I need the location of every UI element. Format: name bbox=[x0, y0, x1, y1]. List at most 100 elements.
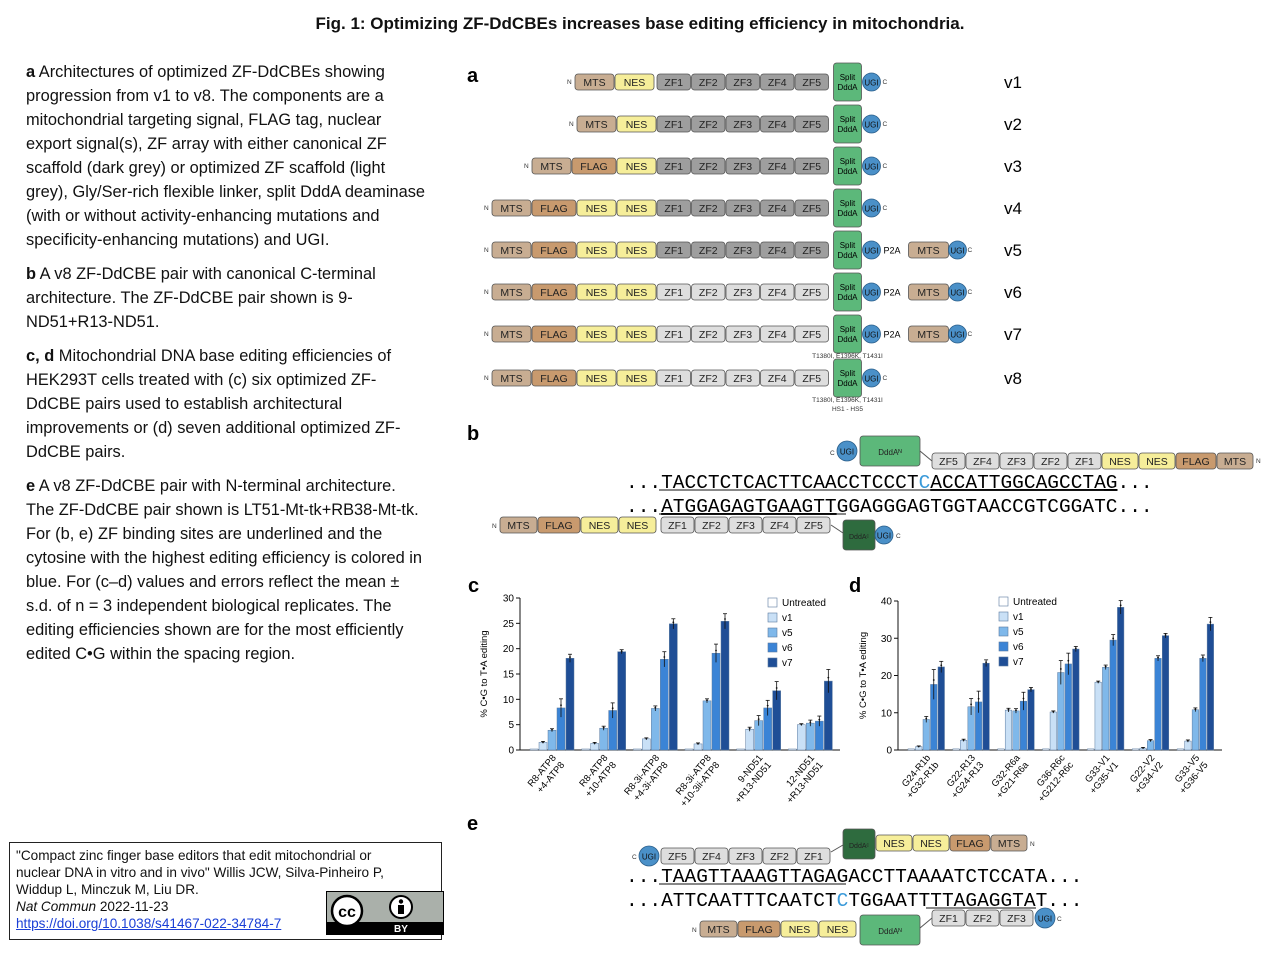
dna-strand-bottom-b: ...ATGGAGAGTGAAGTTGGAGGGAGTGGTAACCGTCGGA… bbox=[626, 496, 1153, 518]
ugi-e-bottom bbox=[1034, 907, 1056, 929]
legend-e: e A v8 ZF-DdCBE pair with N-terminal arc… bbox=[26, 474, 426, 666]
n-terminus-v7: N bbox=[484, 331, 489, 338]
zf-1-v4 bbox=[656, 199, 691, 217]
legend-e-text: A v8 ZF-DdCBE pair with N-terminal archi… bbox=[26, 477, 423, 663]
zf-4-v8 bbox=[760, 369, 795, 387]
part-mts-v6 bbox=[491, 283, 532, 301]
replicate-point bbox=[1164, 634, 1167, 636]
bar-c-2-3 bbox=[660, 659, 669, 751]
legend-label-c-3: v6 bbox=[782, 643, 793, 654]
version-label-v8: v8 bbox=[1004, 369, 1022, 388]
zf-1-v5 bbox=[656, 241, 691, 259]
zf-4-v1-label: ZF4 bbox=[768, 77, 787, 89]
n-terminus-b-bottom: N bbox=[492, 523, 497, 530]
bar-c-1-4 bbox=[617, 651, 626, 751]
part-mts-v2 bbox=[576, 115, 617, 133]
legend-cd: c, d Mitochondrial DNA base editing effi… bbox=[26, 344, 426, 464]
replicate-point bbox=[748, 727, 751, 730]
legend-label-d-3: v6 bbox=[1013, 642, 1024, 653]
bar-d-4-1 bbox=[1094, 681, 1102, 751]
replicate-point bbox=[940, 664, 943, 667]
ugi-b-top-label: UGI bbox=[840, 448, 854, 457]
bar-c-3-3 bbox=[711, 652, 721, 751]
zf-b-bottom-ZF4-label: ZF4 bbox=[770, 520, 789, 532]
c-terminus-v1: C bbox=[883, 79, 888, 86]
y-tick-label: 10 bbox=[881, 708, 893, 719]
replicate-point bbox=[757, 718, 760, 720]
part-b-top-2 bbox=[1175, 452, 1217, 470]
tail-ugi-v7-label: UGI bbox=[950, 331, 964, 340]
zf-e-bottom-ZF3-label: ZF3 bbox=[1007, 913, 1026, 925]
replicate-point bbox=[775, 687, 778, 689]
replicate-point bbox=[715, 649, 717, 652]
replicate-point bbox=[932, 679, 935, 681]
bar-d-6-1 bbox=[1184, 740, 1192, 751]
part-b-top-0 bbox=[1101, 452, 1139, 470]
ugi-b-bottom-label: UGI bbox=[877, 532, 891, 541]
c-terminus-e-bottom: C bbox=[1057, 916, 1062, 923]
replicate-point bbox=[706, 699, 708, 702]
dna-strand-top-e: ...TAAGTTAAAGTTAGAGACCTTAAAATCTCCATA... bbox=[626, 866, 1082, 888]
zf-e-top-ZF4-label: ZF4 bbox=[702, 851, 721, 863]
part-e-bottom-2-label: NES bbox=[789, 924, 811, 936]
split-ddda-label-1-v7: Split bbox=[840, 325, 856, 334]
bar-d-0-0 bbox=[907, 748, 915, 751]
chart-c: 0 5 10 15 20 25 30 % C•G to T•A editing R8-ATP8+… bbox=[479, 594, 840, 809]
legend-b: b A v8 ZF-DdCBE pair with canonical C-te… bbox=[26, 262, 426, 334]
citation-date: 2022-11-23 bbox=[96, 899, 169, 914]
ugi-v2 bbox=[862, 114, 881, 134]
legend-swatch-c-3 bbox=[767, 642, 778, 653]
zf-5-v5-label: ZF5 bbox=[802, 245, 821, 257]
tail-ugi-v6-label: UGI bbox=[950, 289, 964, 298]
y-tick-label: 15 bbox=[503, 670, 515, 681]
tail-ugi-v5 bbox=[948, 240, 967, 260]
tail-mts-v6-label: MTS bbox=[917, 287, 939, 299]
replicate-point bbox=[1022, 697, 1025, 700]
replicate-point bbox=[1059, 668, 1062, 670]
bar-d-4-4 bbox=[1117, 607, 1125, 751]
citation-doi-link[interactable]: https://doi.org/10.1038/s41467-022-34784… bbox=[16, 916, 282, 931]
part-mts-v4 bbox=[491, 199, 532, 217]
ugi-v3-label: UGI bbox=[864, 163, 878, 172]
zf-3-v1-label: ZF3 bbox=[733, 77, 752, 89]
part-mts-v8-label: MTS bbox=[500, 373, 522, 385]
zf-2-v8-label: ZF2 bbox=[699, 373, 718, 385]
mutation-note-v8-1: HS1 - HS5 bbox=[832, 406, 863, 413]
ugi-b-bottom bbox=[874, 525, 894, 545]
bar-c-4-0 bbox=[736, 748, 745, 751]
split-ddda-v6 bbox=[833, 272, 862, 312]
part-nes-v7-label: NES bbox=[626, 329, 648, 341]
zf-4-v7-label: ZF4 bbox=[768, 329, 787, 341]
part-mts-v2-label: MTS bbox=[585, 119, 607, 131]
zf-b-bottom-ZF4 bbox=[762, 516, 797, 534]
part-e-bottom-1-label: FLAG bbox=[745, 924, 772, 936]
zf-3-v7-label: ZF3 bbox=[733, 329, 752, 341]
part-e-top-1-label: NES bbox=[920, 838, 942, 850]
zf-4-v3 bbox=[760, 157, 795, 175]
y-tick-label: 0 bbox=[886, 746, 892, 757]
replicate-point bbox=[1030, 688, 1032, 690]
zf-b-bottom-ZF5 bbox=[796, 516, 831, 534]
zf-e-bottom-ZF1-label: ZF1 bbox=[939, 913, 958, 925]
legend-b-text: A v8 ZF-DdCBE pair with canonical C-term… bbox=[26, 265, 376, 331]
split-ddda-label-2-v4: DddA bbox=[837, 209, 858, 218]
split-ddda-label-2-v5: DddA bbox=[837, 251, 858, 260]
part-nes-v5 bbox=[616, 241, 657, 259]
replicate-point bbox=[1142, 747, 1144, 749]
ddda-b-top-label: DddAᴺ bbox=[878, 448, 902, 457]
replicate-point bbox=[1157, 656, 1159, 659]
ugi-v4 bbox=[862, 198, 881, 218]
split-ddda-label-1-v6: Split bbox=[840, 283, 856, 292]
ugi-e-top bbox=[638, 845, 660, 867]
zf-b-bottom-ZF1-label: ZF1 bbox=[668, 520, 687, 532]
panel-e-diagram: C UGI ZF5 ZF4 ZF3 ZF2 ZF1 DddAᶜ NES NES FLAG MTS N..… bbox=[626, 828, 1082, 946]
part-mts-v7-label: MTS bbox=[500, 329, 522, 341]
part-flag-v7-label: FLAG bbox=[540, 329, 567, 341]
version-label-v2: v2 bbox=[1004, 115, 1022, 134]
ddda-e-top-label: DddAᶜ bbox=[849, 843, 870, 850]
part-e-bottom-3-label: NES bbox=[827, 924, 849, 936]
replicate-point bbox=[602, 726, 605, 729]
legend-label-c-2: v5 bbox=[782, 628, 793, 639]
part-nes-v1 bbox=[614, 73, 655, 91]
